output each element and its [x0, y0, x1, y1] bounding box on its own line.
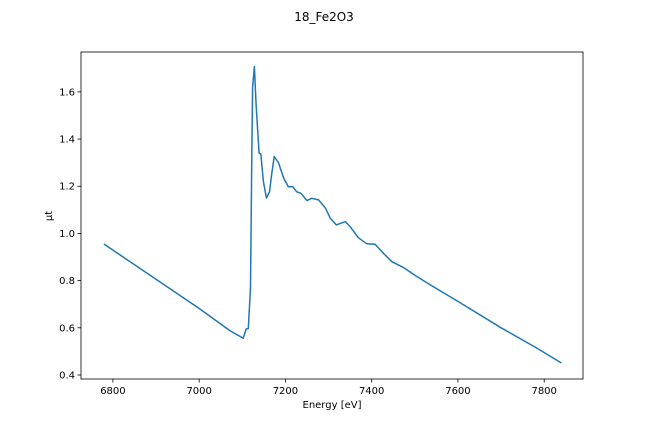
x-axis-label: Energy [eV]	[303, 400, 362, 411]
axes-frame	[80, 51, 584, 380]
y-tick-label: 0.6	[59, 323, 75, 334]
y-tick-label: 1.4	[59, 135, 75, 146]
chart-title: 18_Fe2O3	[294, 10, 354, 24]
series-line	[103, 65, 562, 364]
y-tick-label: 0.8	[59, 276, 75, 287]
x-tick-label: 7200	[273, 386, 298, 397]
y-tick-label: 1.6	[59, 87, 75, 98]
x-tick-label: 7400	[359, 386, 384, 397]
x-tick-label: 7800	[531, 386, 556, 397]
y-tick-label: 1.2	[59, 182, 75, 193]
x-tick-label: 6800	[100, 386, 125, 397]
x-tick-label: 7600	[445, 386, 470, 397]
y-tick-label: 1.0	[59, 229, 75, 240]
x-tick-label: 7000	[186, 386, 211, 397]
y-axis-label: μt	[44, 211, 55, 221]
y-tick-label: 0.4	[59, 370, 75, 381]
